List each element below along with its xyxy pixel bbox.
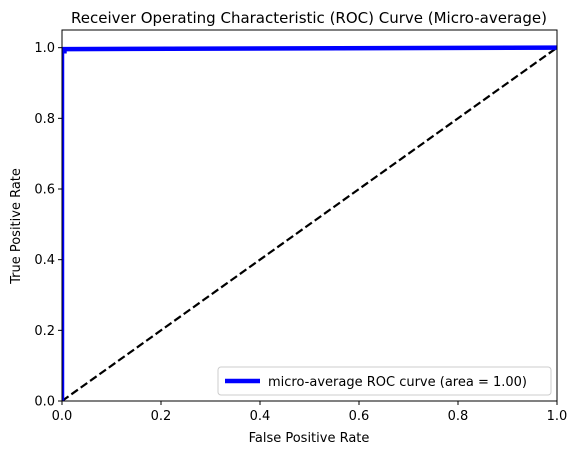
y-axis-label: True Positive Rate [9,168,24,285]
x-tick-label: 0.4 [250,409,271,424]
y-tick-label: 0.8 [34,112,55,127]
x-tick-label: 0.0 [52,409,73,424]
x-tick-label: 0.8 [448,409,469,424]
legend-label-micro-average: micro-average ROC curve (area = 1.00) [268,375,527,390]
y-tick-label: 0.0 [34,395,55,410]
y-tick-label: 0.6 [34,183,55,198]
y-tick-label: 0.4 [34,253,55,268]
x-tick-label: 1.0 [547,409,568,424]
y-tick-label: 1.0 [34,41,55,56]
x-tick-label: 0.6 [349,409,370,424]
y-tick-label: 0.2 [34,324,55,339]
chart-title: Receiver Operating Characteristic (ROC) … [71,9,547,27]
legend: micro-average ROC curve (area = 1.00) [218,367,551,395]
x-tick-label: 0.2 [151,409,172,424]
x-axis-label: False Positive Rate [249,431,370,446]
